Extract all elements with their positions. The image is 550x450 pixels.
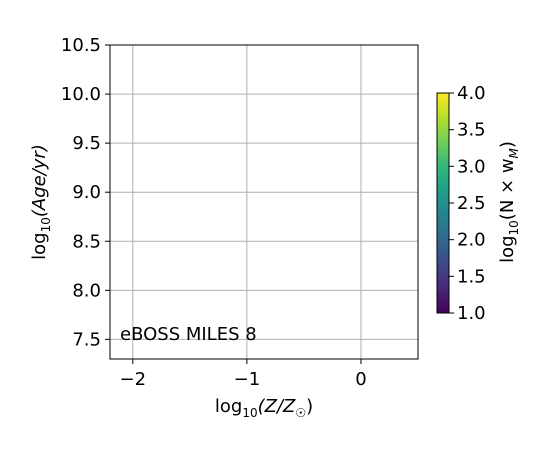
colorbar-tick-label: 1.0 [457,303,486,324]
x-tick-label: −2 [120,369,147,390]
y-tick-label: 8.5 [72,231,101,252]
plot-frame [109,44,419,360]
y-tick-label: 9.5 [72,133,101,154]
annotation-label: eBOSS MILES 8 [120,324,257,345]
grid-lines [110,44,418,359]
x-tick-label: 0 [355,369,366,390]
colorbar-tick-label: 4.0 [457,83,486,104]
colorbar-tick-label: 2.0 [457,230,486,251]
colorbar-gradient [436,92,450,314]
y-tick-label: 10.5 [61,35,101,56]
colorbar-tick-label: 3.0 [457,156,486,177]
colorbar: 1.0 1.5 2.0 2.5 3.0 3.5 4.0 log10(N × wM) [436,83,521,324]
y-axis-ticks: 7.5 8.0 8.5 9.0 9.5 10.0 10.5 [61,35,110,350]
colorbar-label: log10(N × wM) [497,141,521,263]
x-tick-label: −1 [234,369,261,390]
colorbar-tick-label: 2.5 [457,193,486,214]
colorbar-tick-label: 3.5 [457,120,486,141]
y-axis-label: log10(Age/yr) [29,144,53,260]
x-axis-label: log10(Z/Z☉) [215,396,313,420]
x-axis-ticks: −2 −1 0 [120,359,367,390]
y-tick-label: 10.0 [61,84,101,105]
colorbar-ticks: 1.0 1.5 2.0 2.5 3.0 3.5 4.0 [449,83,486,324]
colorbar-tick-label: 1.5 [457,266,486,287]
y-tick-label: 8.0 [72,280,101,301]
y-tick-label: 7.5 [72,329,101,350]
y-tick-label: 9.0 [72,182,101,203]
